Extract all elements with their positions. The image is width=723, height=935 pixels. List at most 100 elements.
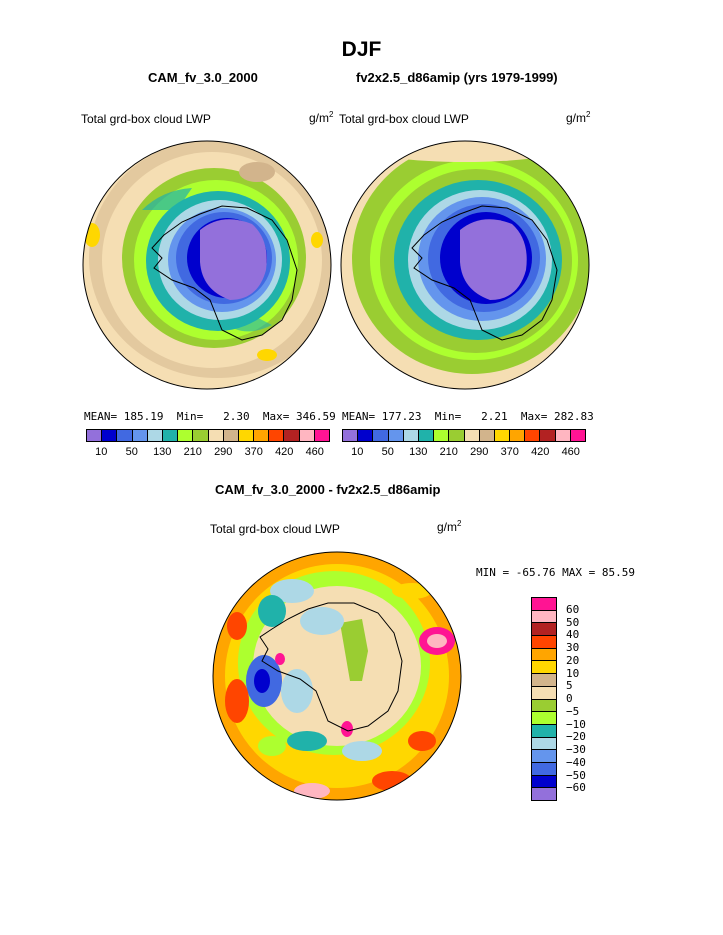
right-colorbar-tick: 420 [531,446,550,458]
diff-colorbar-label: 20 [566,653,580,667]
diff-colorbar-label: 5 [566,679,573,693]
right-colorbar-swatch [358,430,374,441]
left-colorbar-swatch [87,430,103,441]
left-colorbar-tick: 130 [153,446,172,458]
diff-colorbar-label: −30 [566,743,586,756]
left-colorbar-swatch [269,430,285,441]
right-colorbar-swatch [555,430,571,441]
right-max-value: 282.83 [554,410,594,423]
right-colorbar-swatch [343,430,359,441]
right-colorbar-swatch [449,430,465,441]
left-colorbar-tick: 50 [125,446,138,458]
figure-title: DJF [341,38,382,61]
left-colorbar-swatch [208,430,224,441]
diff-colorbar-swatch [532,623,556,637]
right-colorbar-swatch [525,430,541,441]
left-colorbar-swatch [254,430,270,441]
left-variable-label: Total grd-box cloud LWP [81,112,211,126]
right-colorbar-swatch [540,430,556,441]
diff-colorbar-label: 10 [566,666,580,680]
left-colorbar-tick: 460 [305,446,324,458]
left-colorbar-swatch [299,430,315,441]
right-colorbar-tick: 130 [409,446,428,458]
left-colorbar-swatch [193,430,209,441]
left-colorbar-tick: 420 [275,446,294,458]
right-polar-map [340,140,590,390]
left-colorbar-swatch [162,430,179,441]
right-colorbar-swatch [570,430,585,441]
diff-units-label: g/m2 [437,519,462,534]
left-colorbar-swatch [223,430,239,441]
left-stats: MEAN= 185.19 Min= 2.30 Max= 346.59 [84,410,336,423]
diff-colorbar-label: 0 [566,692,573,705]
diff-colorbar-swatch [532,788,556,800]
right-colorbar-tick: 460 [561,446,580,458]
right-colorbar-tick: 290 [470,446,489,458]
diff-colorbar-label: 30 [566,641,580,654]
diff-colorbar-label: −5 [566,704,580,718]
left-colorbar-swatch [178,430,194,441]
left-colorbar-tick: 210 [183,446,202,458]
diff-colorbar-swatch [532,648,556,662]
right-panel-title: fv2x2.5_d86amip (yrs 1979-1999) [356,70,558,85]
right-colorbar-swatch [418,430,435,441]
diff-colorbar-label: 40 [566,628,580,642]
diff-minmax: MIN = -65.76 MAX = 85.59 [476,566,635,579]
left-colorbar-swatch [132,430,148,441]
left-min-value: 2.30 [223,410,250,423]
left-colorbar-tick: 370 [244,446,263,458]
left-colorbar-swatch [102,430,118,441]
diff-colorbar-swatch [532,712,556,725]
right-units-label: g/m2 [566,110,591,125]
diff-colorbar-swatch [532,674,556,687]
diff-colorbar [531,597,557,801]
left-mean-value: 185.19 [123,410,164,423]
right-colorbar-swatch [388,430,404,441]
right-colorbar-tick: 10 [351,446,364,458]
diff-colorbar-label: −20 [566,730,586,744]
left-polar-map [82,140,332,390]
right-mean-value: 177.23 [381,410,422,423]
right-colorbar-swatch [434,430,450,441]
right-colorbar-swatch [464,430,480,441]
diff-colorbar-swatch [532,737,556,751]
right-colorbar-swatch [510,430,526,441]
diff-colorbar-label: −60 [566,781,586,795]
right-colorbar-tick: 210 [439,446,458,458]
right-colorbar [342,429,586,442]
diff-colorbar-label: −50 [566,768,586,782]
diff-colorbar-swatch [532,699,556,713]
diff-colorbar-swatch [532,610,556,624]
left-colorbar-swatch [238,430,255,441]
left-colorbar-ticks: 10 50 130 210 290 370 420 460 [86,446,330,460]
right-colorbar-tick: 50 [381,446,394,458]
left-units-label: g/m2 [309,110,334,125]
diff-colorbar-swatch [532,775,556,789]
left-colorbar-swatch [117,430,133,441]
diff-colorbar-swatch [532,750,556,763]
left-panel-title: CAM_fv_3.0_2000 [148,70,258,85]
right-variable-label: Total grd-box cloud LWP [339,112,469,126]
diff-panel-title: CAM_fv_3.0_2000 - fv2x2.5_d86amip [215,482,441,497]
right-stats: MEAN= 177.23 Min= 2.21 Max= 282.83 [342,410,594,423]
diff-variable-label: Total grd-box cloud LWP [210,522,340,536]
diff-colorbar-label: 50 [566,615,580,629]
diff-polar-map [212,551,462,801]
right-colorbar-ticks: 10 50 130 210 290 370 420 460 [342,446,586,460]
diff-colorbar-swatch [532,636,556,649]
left-colorbar-swatch [314,430,329,441]
diff-colorbar-label: 60 [566,602,580,616]
right-min-value: 2.21 [481,410,508,423]
left-colorbar-tick: 10 [95,446,108,458]
right-colorbar-swatch [373,430,389,441]
diff-colorbar-swatch [532,762,556,776]
diff-colorbar-label: −10 [566,717,586,731]
right-colorbar-swatch [479,430,495,441]
right-colorbar-swatch [494,430,511,441]
left-colorbar-tick: 290 [214,446,233,458]
left-colorbar-swatch [147,430,163,441]
diff-colorbar-swatch [532,724,556,738]
diff-colorbar-swatch [532,661,556,675]
diff-colorbar-label: −40 [566,755,586,769]
right-colorbar-tick: 370 [500,446,519,458]
